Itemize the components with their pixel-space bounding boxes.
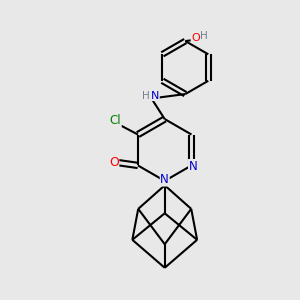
- Text: Cl: Cl: [110, 114, 121, 127]
- Text: N: N: [151, 91, 159, 100]
- Text: O: O: [109, 156, 119, 169]
- Text: H: H: [200, 31, 208, 41]
- Text: O: O: [191, 32, 200, 43]
- Text: N: N: [189, 160, 197, 172]
- Text: H: H: [142, 91, 150, 100]
- Text: N: N: [160, 173, 169, 186]
